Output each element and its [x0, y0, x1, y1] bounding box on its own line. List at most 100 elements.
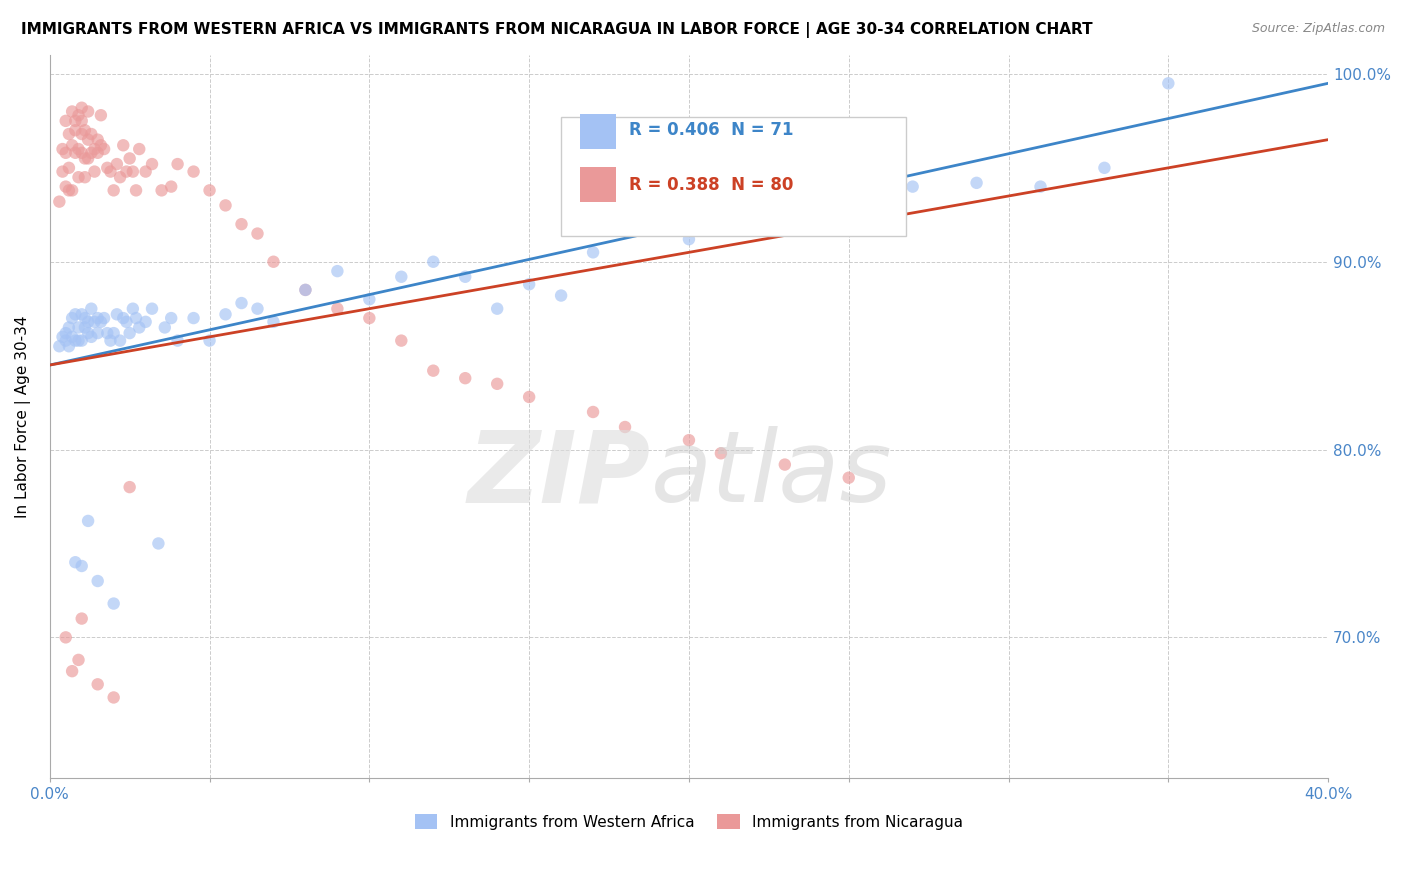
Point	[582, 245, 605, 260]
Point	[77, 326, 100, 340]
Point	[326, 301, 349, 316]
Point	[96, 161, 118, 175]
Point	[60, 138, 83, 153]
Text: Source: ZipAtlas.com: Source: ZipAtlas.com	[1251, 22, 1385, 36]
Point	[389, 269, 412, 284]
Point	[67, 653, 90, 667]
Point	[263, 254, 285, 268]
Point	[326, 264, 349, 278]
Point	[93, 311, 115, 326]
Point	[1094, 161, 1116, 175]
Point	[838, 179, 860, 194]
Point	[198, 183, 221, 197]
Point	[80, 301, 103, 316]
Point	[65, 307, 87, 321]
Point	[70, 145, 93, 160]
Point	[83, 142, 105, 156]
Point	[90, 138, 112, 153]
Point	[454, 269, 477, 284]
Point	[55, 179, 77, 194]
Point	[108, 170, 131, 185]
Point	[121, 164, 143, 178]
Point	[118, 152, 141, 166]
Point	[389, 334, 412, 348]
Point	[70, 611, 93, 625]
Point	[246, 301, 269, 316]
Point	[58, 320, 80, 334]
Point	[58, 161, 80, 175]
Point	[93, 142, 115, 156]
Point	[103, 690, 125, 705]
Point	[77, 315, 100, 329]
Point	[73, 311, 96, 326]
Point	[73, 170, 96, 185]
Point	[135, 164, 157, 178]
Point	[65, 114, 87, 128]
Point	[422, 364, 444, 378]
Bar	[581, 114, 616, 149]
Point	[166, 334, 188, 348]
Point	[60, 311, 83, 326]
Point	[486, 376, 509, 391]
Point	[118, 480, 141, 494]
Point	[86, 326, 108, 340]
Point	[710, 446, 733, 460]
Point	[60, 330, 83, 344]
Point	[100, 334, 122, 348]
Point	[86, 677, 108, 691]
Point	[128, 320, 150, 334]
Point	[115, 315, 138, 329]
Text: R = 0.388  N = 80: R = 0.388 N = 80	[628, 176, 793, 194]
Point	[80, 145, 103, 160]
Point	[60, 664, 83, 678]
Point	[70, 114, 93, 128]
Point	[70, 127, 93, 141]
Point	[55, 145, 77, 160]
Point	[166, 157, 188, 171]
Point	[141, 301, 163, 316]
Point	[141, 157, 163, 171]
Point	[55, 631, 77, 645]
Point	[294, 283, 316, 297]
Point	[51, 142, 73, 156]
Point	[51, 330, 73, 344]
Point	[67, 334, 90, 348]
Point	[90, 315, 112, 329]
Point	[67, 170, 90, 185]
Point	[58, 183, 80, 197]
Point	[83, 164, 105, 178]
Point	[135, 315, 157, 329]
Point	[65, 334, 87, 348]
Point	[48, 339, 70, 353]
Point	[55, 334, 77, 348]
Point	[112, 138, 135, 153]
Point	[231, 217, 253, 231]
Point	[86, 133, 108, 147]
Point	[1029, 179, 1052, 194]
Point	[96, 326, 118, 340]
Text: ZIP: ZIP	[468, 426, 651, 523]
Point	[118, 326, 141, 340]
Point	[454, 371, 477, 385]
Point	[70, 334, 93, 348]
Point	[67, 320, 90, 334]
Point	[486, 301, 509, 316]
Point	[198, 334, 221, 348]
Point	[294, 283, 316, 297]
Point	[153, 320, 176, 334]
Point	[70, 559, 93, 574]
Point	[1157, 76, 1180, 90]
Y-axis label: In Labor Force | Age 30-34: In Labor Force | Age 30-34	[15, 316, 31, 518]
Point	[86, 574, 108, 588]
Point	[65, 145, 87, 160]
Point	[125, 183, 148, 197]
Point	[214, 307, 236, 321]
Point	[105, 157, 128, 171]
Point	[83, 315, 105, 329]
Point	[60, 104, 83, 119]
Point	[73, 152, 96, 166]
Point	[214, 198, 236, 212]
Point	[614, 420, 637, 434]
Point	[77, 104, 100, 119]
Point	[58, 339, 80, 353]
